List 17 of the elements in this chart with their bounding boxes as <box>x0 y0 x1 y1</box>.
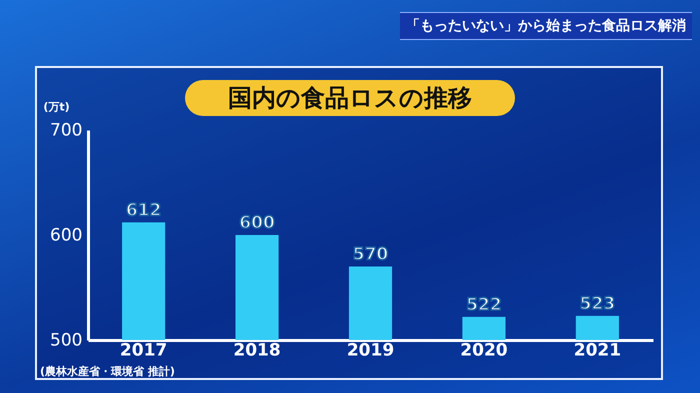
data-label: 600 <box>239 213 275 233</box>
chart-title: 国内の食品ロスの推移 <box>185 80 515 116</box>
y-tick-label: 600 <box>50 226 82 246</box>
data-label: 570 <box>352 244 388 264</box>
x-tick-label: 2019 <box>346 340 394 360</box>
x-tick-label: 2018 <box>233 340 281 360</box>
data-label: 522 <box>466 294 502 315</box>
x-tick-label: 2021 <box>574 340 622 360</box>
data-label: 612 <box>126 200 162 220</box>
y-tick-label: 700 <box>50 120 82 140</box>
data-label: 523 <box>580 294 616 314</box>
x-tick-label: 2017 <box>120 340 168 360</box>
x-tick-label: 2020 <box>460 340 508 360</box>
text: (農林水産省・環境省 推計) <box>40 364 175 379</box>
y-axis-title: (万t) <box>43 100 70 114</box>
y-tick-label: 500 <box>50 330 82 350</box>
text: 「もったいない」から始まった食品ロス解消 <box>400 12 692 40</box>
